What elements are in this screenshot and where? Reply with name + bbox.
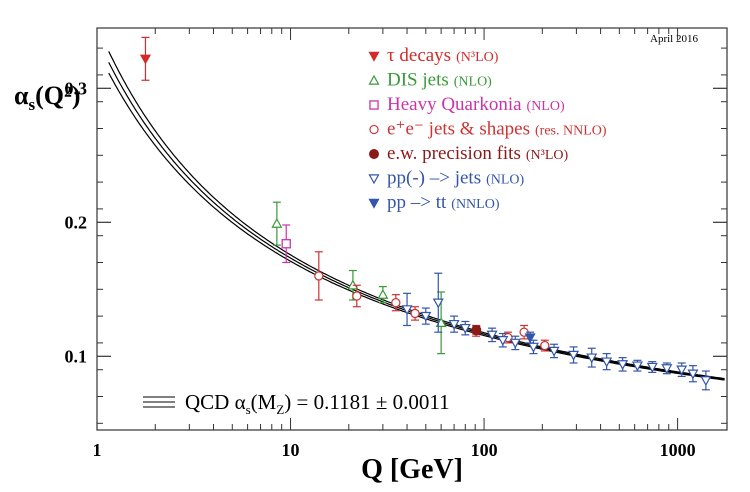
- legend-entry-name: pp(-) –> jets: [387, 168, 481, 189]
- data-point: [139, 54, 151, 65]
- legend-entry-order: (res. NNLO): [535, 124, 607, 139]
- legend-entry: e⁺e⁻ jets & shapes (res. NNLO): [387, 119, 607, 140]
- y-tick-label: 0.2: [65, 212, 88, 232]
- band-label-mid: (M: [251, 390, 277, 414]
- band-label-sub: s: [246, 402, 251, 417]
- data-point: [617, 360, 629, 371]
- y-axis-label-main: α: [14, 81, 29, 110]
- legend-marker: [369, 100, 379, 110]
- legend-entry-name: pp –> tt: [387, 192, 447, 213]
- data-points: [139, 36, 712, 391]
- legend-entry-name: τ decays: [387, 45, 451, 66]
- legend-entry: DIS jets (NLO): [387, 70, 492, 91]
- data-point: [271, 217, 283, 228]
- data-point: [377, 288, 389, 299]
- data-point: [497, 336, 509, 346]
- data-point: [314, 271, 324, 281]
- data-point: [687, 369, 699, 380]
- x-tick-label: 10: [282, 440, 300, 460]
- legend-marker: [368, 174, 380, 185]
- date-label: April 2016: [650, 33, 698, 45]
- data-point: [432, 298, 444, 309]
- x-tick-label: 1: [93, 440, 102, 460]
- legend-entry: pp –> tt (NNLO): [387, 192, 500, 213]
- legend-entry: pp(-) –> jets (NLO): [387, 168, 525, 189]
- legend-entry-order: (NLO): [527, 99, 565, 114]
- data-point: [391, 298, 401, 308]
- data-point: [586, 353, 598, 364]
- legend-marker: [369, 124, 379, 135]
- legend-entry-order: (N³LO): [526, 148, 569, 163]
- band-label-text: QCD αs(MZ) = 0.1181 ± 0.0011: [185, 390, 450, 417]
- legend-entry-order: (N³LO): [456, 50, 499, 65]
- legend-marker: [368, 198, 380, 209]
- data-point: [459, 323, 471, 334]
- data-point: [410, 308, 420, 319]
- data-point: [471, 325, 482, 336]
- y-tick-label: 0.1: [65, 346, 88, 366]
- data-point: [509, 338, 521, 349]
- data-point: [524, 333, 536, 344]
- legend-entry-name: DIS jets: [387, 70, 449, 91]
- legend-entry-name: Heavy Quarkonia: [387, 94, 522, 115]
- y-axis-label-tail: (Q²): [35, 81, 80, 110]
- legend-marker: [368, 74, 380, 85]
- legend-marker: [369, 149, 379, 159]
- legend: τ decays (N³LO)DIS jets (NLO)Heavy Quarkon…: [368, 45, 607, 213]
- data-point: [486, 330, 498, 341]
- data-point: [646, 362, 658, 373]
- data-point: [601, 357, 613, 368]
- y-axis-label-sub: s: [29, 95, 36, 114]
- band-label-main: QCD α: [185, 390, 246, 414]
- data-point: [548, 346, 560, 357]
- x-axis-label: Q [GeV]: [361, 454, 463, 485]
- legend-entry-order: (NNLO): [451, 197, 500, 212]
- x-tick-label: 1000: [660, 440, 696, 460]
- band-label-sub2: Z: [276, 402, 284, 417]
- axis-ticks: 1 10 100 1000 0.1 0.2 0.3: [65, 28, 727, 460]
- data-point: [352, 291, 362, 301]
- data-point: [661, 364, 673, 375]
- legend-entry-order: (NLO): [486, 173, 524, 188]
- legend-entry-name: e⁺e⁻ jets & shapes: [387, 119, 530, 140]
- data-point: [401, 305, 413, 316]
- data-point: [420, 311, 432, 322]
- qcd-band-label: QCD αs(MZ) = 0.1181 ± 0.0011: [143, 390, 450, 417]
- legend-entry: τ decays (N³LO): [387, 45, 499, 66]
- data-point: [448, 319, 460, 330]
- x-tick-label: 100: [471, 440, 498, 460]
- data-point: [540, 340, 550, 351]
- legend-entry-name: e.w. precision fits: [387, 143, 521, 164]
- data-point: [281, 239, 291, 249]
- data-point: [700, 376, 712, 387]
- data-point: [631, 361, 643, 372]
- band-label-tail: ) = 0.1181 ± 0.0011: [284, 390, 449, 414]
- legend-marker: [368, 51, 380, 62]
- y-tick-label: 0.3: [65, 78, 88, 98]
- legend-entry: e.w. precision fits (N³LO): [387, 143, 568, 164]
- legend-entry-order: (NLO): [454, 75, 492, 90]
- legend-entry: Heavy Quarkonia (NLO): [387, 94, 565, 115]
- y-axis-label: αs(Q²): [14, 81, 80, 114]
- data-point: [676, 365, 688, 376]
- data-point: [568, 350, 580, 361]
